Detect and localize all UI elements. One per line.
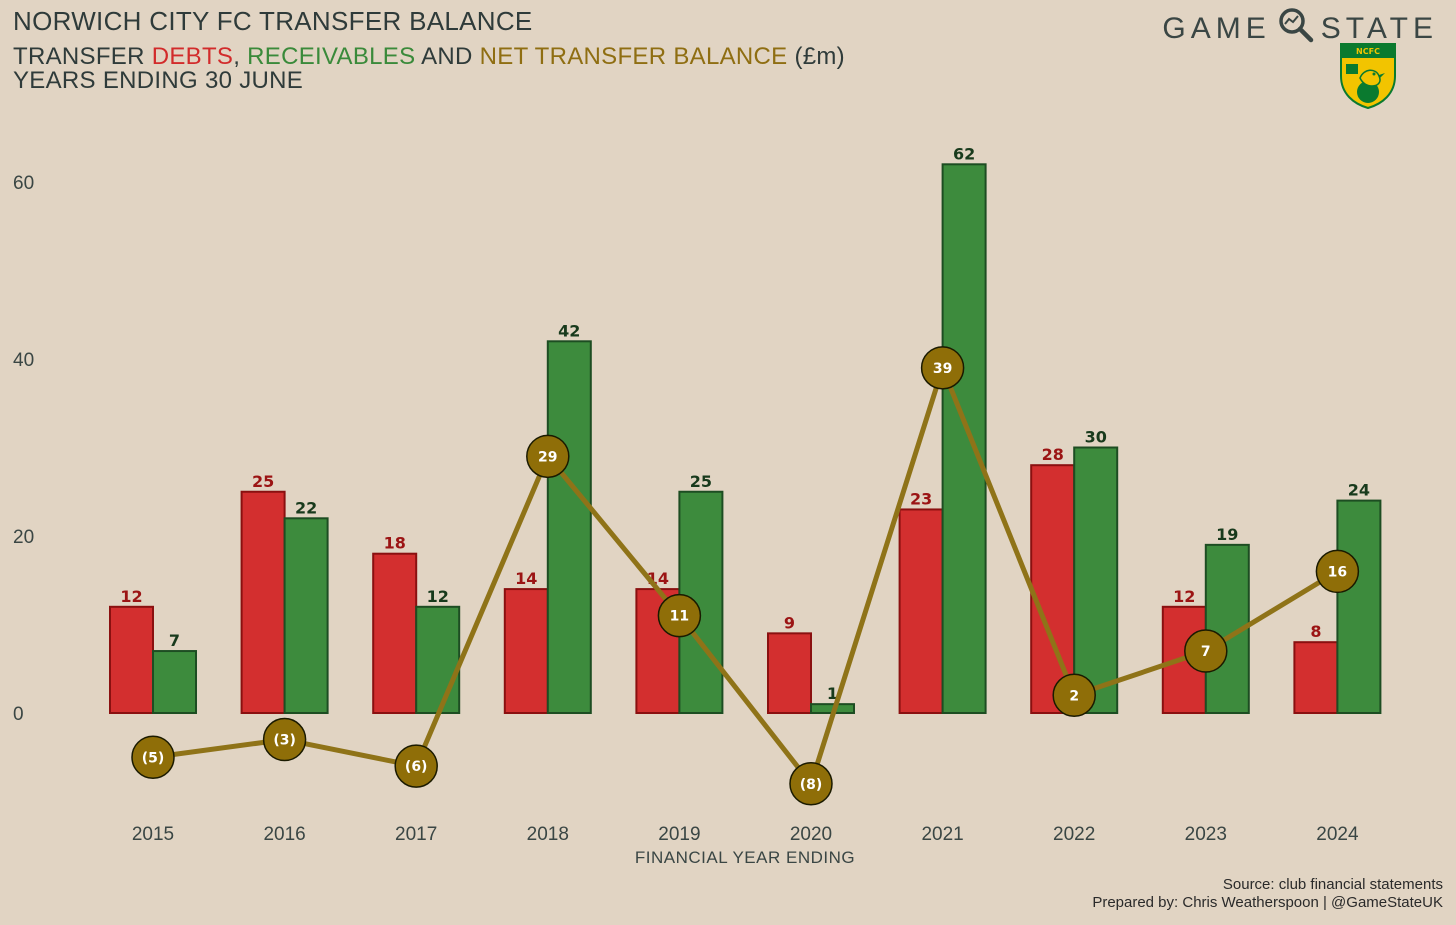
y-axis: 0 20 40 60 <box>13 173 34 725</box>
debt-value-label: 14 <box>515 569 537 588</box>
net-balance-path <box>152 365 1339 787</box>
receivable-bar <box>152 650 197 714</box>
prepared-by: Prepared by: Chris Weatherspoon | @GameS… <box>1092 894 1443 911</box>
x-tick-label: 2019 <box>658 824 700 845</box>
receivable-value-label: 12 <box>427 587 449 606</box>
net-balance-point <box>920 346 965 390</box>
subtitle-and: AND <box>415 43 480 70</box>
x-tick-label: 2016 <box>263 824 305 845</box>
x-tick-label: 2015 <box>132 824 174 845</box>
receivable-value-label: 19 <box>1216 525 1238 544</box>
receivable-bar <box>1336 499 1382 714</box>
y-tick-label: 60 <box>13 173 34 194</box>
receivable-value-label: 42 <box>558 321 580 340</box>
receivable-bar <box>283 517 329 714</box>
debt-value-label: 9 <box>784 613 795 632</box>
net-balance-point <box>1315 549 1360 594</box>
debt-value-label: 25 <box>252 472 274 491</box>
debt-bar <box>898 508 944 715</box>
x-tick-label: 2021 <box>921 824 963 845</box>
x-tick-label: 2020 <box>790 824 832 845</box>
x-tick-label: 2023 <box>1185 824 1227 845</box>
net-balance-point <box>789 762 833 806</box>
subtitle-debts: DEBTS <box>151 43 234 70</box>
receivable-bar <box>546 340 592 714</box>
net-balance-label: 16 <box>1328 564 1347 580</box>
net-balance-point <box>131 735 175 779</box>
receivable-value-label: 22 <box>295 498 317 517</box>
subtitle-net: NET TRANSFER BALANCE <box>479 43 788 70</box>
subtitle-receivables: RECEIVABLES <box>247 43 416 70</box>
receivable-value-label: 24 <box>1348 481 1370 500</box>
net-balance-point <box>394 744 438 788</box>
net-balance-label: (6) <box>405 759 428 775</box>
brand-right: STATE <box>1320 12 1438 45</box>
debt-bar <box>767 632 812 714</box>
receivable-value-label: 62 <box>953 144 975 163</box>
net-balance-point <box>1184 629 1228 673</box>
receivable-value-label: 25 <box>690 472 712 491</box>
debt-value-label: 8 <box>1310 622 1321 641</box>
net-balance-label: 29 <box>538 449 557 465</box>
net-balance-label: 2 <box>1069 688 1079 704</box>
net-balance-label: 39 <box>933 361 952 377</box>
game-state-logo: GAME STATE <box>1162 6 1438 52</box>
receivable-bar <box>941 163 987 715</box>
net-balance-label: 7 <box>1201 644 1211 660</box>
subtitle-sep: , <box>233 43 248 70</box>
receivable-value-label: 1 <box>827 684 838 703</box>
debt-bar <box>372 552 418 715</box>
y-tick-label: 0 <box>13 704 24 725</box>
debt-value-label: 12 <box>1173 587 1195 606</box>
debt-value-label: 12 <box>120 587 142 606</box>
debt-value-label: 28 <box>1042 445 1064 464</box>
net-balance-point <box>262 717 307 762</box>
receivable-value-label: 7 <box>169 631 180 650</box>
x-tick-label: 2017 <box>395 824 437 845</box>
y-tick-label: 40 <box>13 350 34 371</box>
net-balance-line: (5) (3) (6) 29 11 (8) 39 2 7 16 <box>131 346 1360 806</box>
debt-bar <box>1293 641 1339 715</box>
net-balance-label: 11 <box>670 609 689 625</box>
x-tick-label: 2022 <box>1053 824 1095 845</box>
debt-bar <box>109 605 154 714</box>
x-axis: 2015 2016 2017 2018 2019 2020 2021 2022 2023 2024 <box>132 824 1359 845</box>
chart-title: NORWICH CITY FC TRANSFER BALANCE <box>13 6 533 36</box>
subtitle-line2: YEARS ENDING 30 JUNE <box>13 67 304 94</box>
x-axis-label: FINANCIAL YEAR ENDING <box>635 848 855 867</box>
source-text: Source: club financial statements <box>1222 876 1443 893</box>
net-balance-point <box>1052 673 1096 718</box>
net-balance-label: (5) <box>142 750 165 766</box>
receivable-bar <box>1073 446 1119 714</box>
net-balance-label: (8) <box>800 777 823 793</box>
debt-value-label: 23 <box>910 489 932 508</box>
norwich-crest-icon: NCFC <box>1338 42 1398 115</box>
magnifier-icon <box>1277 6 1315 52</box>
receivable-value-label: 30 <box>1085 428 1107 447</box>
net-balance-point <box>526 434 570 479</box>
debt-value-label: 18 <box>384 534 406 553</box>
y-tick-label: 20 <box>13 527 34 548</box>
subtitle-unit: (£m) <box>787 43 845 70</box>
net-balance-label: (3) <box>273 733 296 749</box>
receivable-bar <box>415 605 461 714</box>
net-balance-point <box>657 593 702 638</box>
x-tick-label: 2024 <box>1316 824 1359 845</box>
source-note: Source: club financial statements Prepar… <box>1092 876 1443 912</box>
brand-left: GAME <box>1162 12 1271 45</box>
svg-text:NCFC: NCFC <box>1356 47 1380 56</box>
subtitle-prefix: TRANSFER <box>13 43 152 70</box>
debt-bar <box>240 490 286 714</box>
debt-bar <box>503 588 549 714</box>
x-tick-label: 2018 <box>527 824 569 845</box>
chart-subtitle: TRANSFER DEBTS, RECEIVABLES AND NET TRAN… <box>13 45 845 93</box>
